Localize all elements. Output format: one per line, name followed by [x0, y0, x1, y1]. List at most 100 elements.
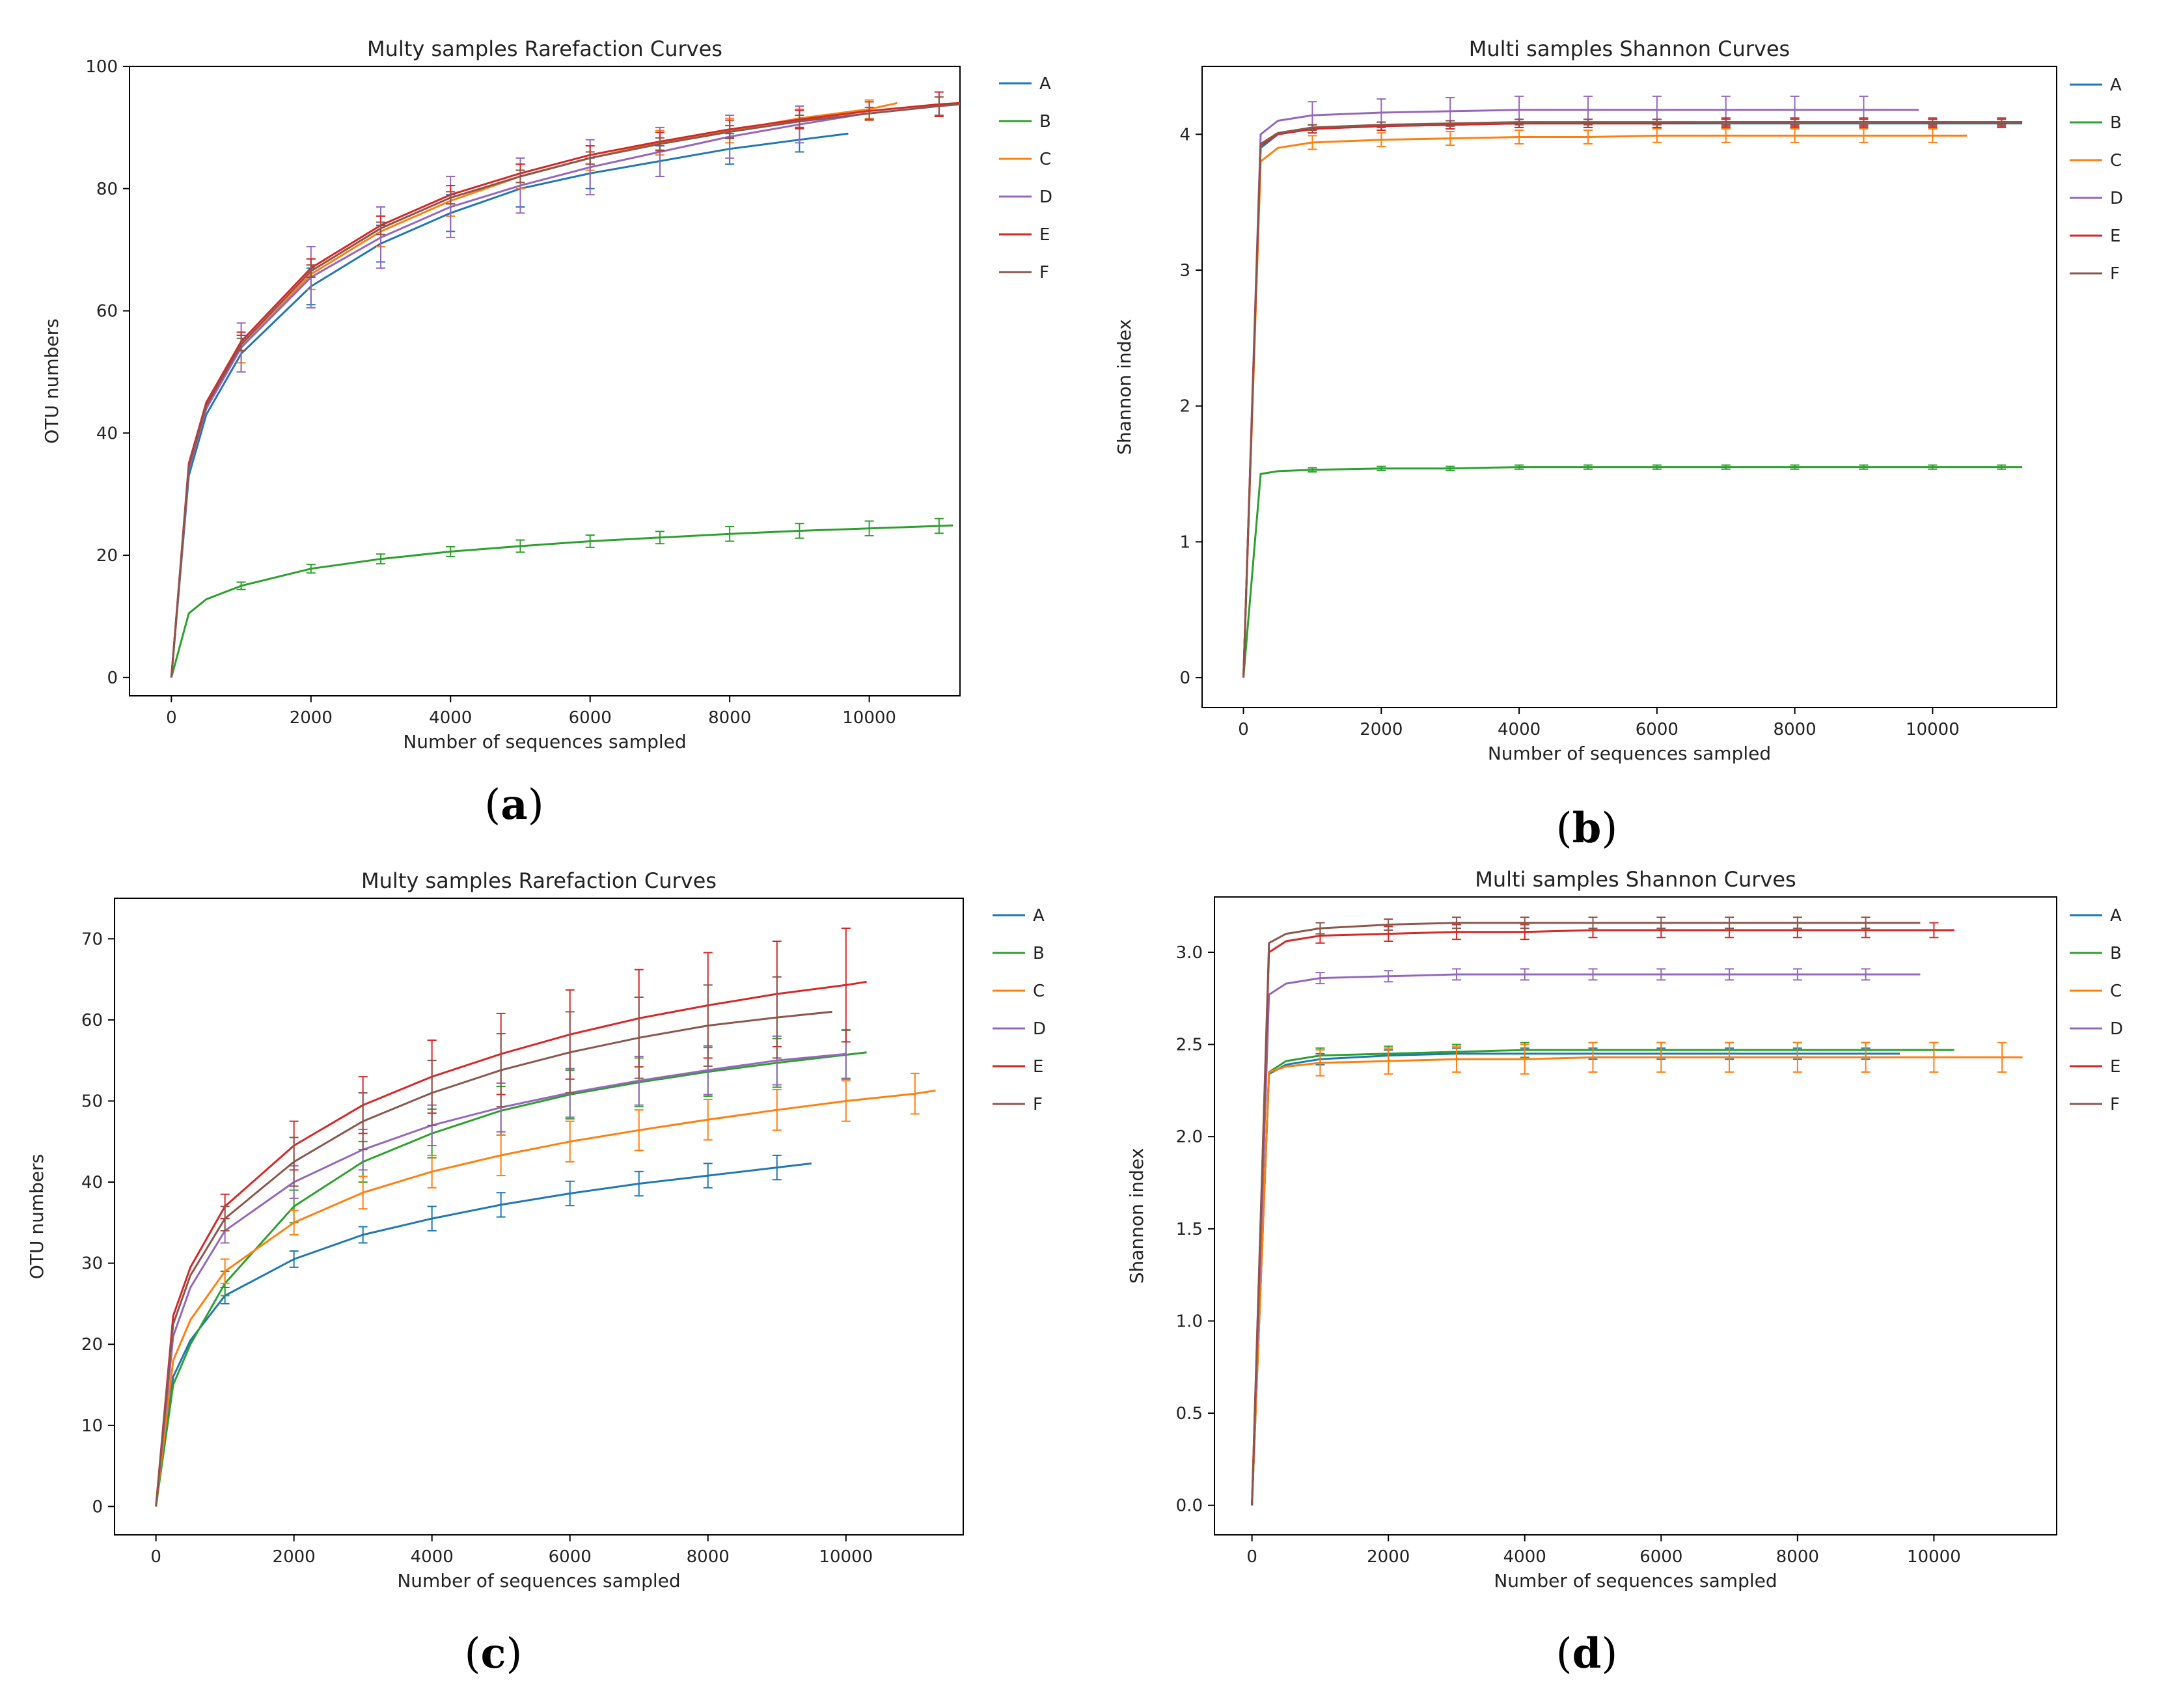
- legend-label-A: A: [1033, 906, 1045, 926]
- x-tick-label: 8000: [687, 1547, 730, 1567]
- series-line-B: [155, 1051, 867, 1507]
- x-tick-label: 8000: [1776, 1547, 1819, 1567]
- panel-label: (d): [1556, 1629, 1618, 1678]
- legend-label-A: A: [2110, 906, 2122, 926]
- legend-label-E: E: [2110, 227, 2120, 246]
- y-tick-label: 30: [81, 1254, 103, 1274]
- legend-label-B: B: [1033, 944, 1045, 963]
- series-line-E: [155, 980, 867, 1507]
- legend-label-D: D: [1039, 187, 1052, 207]
- legend-label-B: B: [2110, 944, 2122, 963]
- y-tick-label: 2.0: [1176, 1127, 1203, 1147]
- series-line-A: [170, 132, 849, 678]
- y-tick-label: 0: [92, 1497, 103, 1517]
- series-line-C: [1242, 134, 1967, 678]
- chart-title: Multi samples Shannon Curves: [1475, 867, 1796, 892]
- x-axis-title: Number of sequences sampled: [1488, 743, 1771, 764]
- legend-label-C: C: [2110, 982, 2122, 1001]
- y-tick-label: 1.0: [1176, 1312, 1203, 1331]
- chart-title: Multi samples Shannon Curves: [1469, 36, 1790, 61]
- legend-label-F: F: [1033, 1095, 1043, 1114]
- legend-label-D: D: [2110, 189, 2123, 208]
- series-line-E: [1242, 121, 2023, 678]
- series-line-C: [170, 102, 898, 678]
- panel-label: (b): [1556, 804, 1618, 853]
- y-tick-label: 1: [1179, 532, 1190, 552]
- series-line-A: [1251, 1053, 1900, 1506]
- x-tick-label: 4000: [1503, 1547, 1546, 1567]
- y-tick-label: 40: [96, 424, 118, 443]
- series-line-F: [155, 1010, 832, 1507]
- y-axis-title: Shannon index: [1126, 1148, 1147, 1284]
- series-line-A: [155, 1162, 812, 1507]
- y-tick-label: 0.5: [1176, 1404, 1203, 1424]
- series-line-B: [1251, 1049, 1954, 1506]
- x-tick-label: 2000: [290, 708, 333, 728]
- y-axis-title: Shannon index: [1114, 319, 1135, 455]
- series-line-F: [1242, 121, 2023, 678]
- series-line-B: [170, 524, 953, 678]
- y-axis-title: OTU numbers: [26, 1154, 48, 1279]
- series-line-D: [170, 114, 856, 678]
- legend-label-C: C: [1039, 150, 1051, 169]
- y-tick-label: 100: [85, 57, 118, 77]
- x-tick-label: 0: [1246, 1547, 1257, 1567]
- x-axis-title: Number of sequences sampled: [1494, 1570, 1777, 1591]
- series-line-A: [1242, 122, 2023, 678]
- series-line-F: [1251, 922, 1921, 1506]
- x-tick-label: 8000: [708, 708, 751, 728]
- y-tick-label: 60: [96, 302, 118, 322]
- axes-frame: [129, 66, 961, 696]
- y-tick-label: 0.0: [1176, 1496, 1203, 1516]
- x-tick-label: 4000: [411, 1547, 454, 1567]
- x-tick-label: 6000: [569, 708, 612, 728]
- x-axis-title: Number of sequences sampled: [403, 731, 686, 752]
- series-line-B: [1242, 466, 2023, 678]
- x-tick-label: 4000: [429, 708, 472, 728]
- x-tick-label: 6000: [1639, 1547, 1682, 1567]
- x-tick-label: 2000: [1367, 1547, 1410, 1567]
- y-axis-title: OTU numbers: [41, 318, 62, 443]
- legend-label-B: B: [2110, 113, 2122, 133]
- y-tick-label: 20: [96, 546, 118, 566]
- y-tick-label: 2.5: [1176, 1036, 1203, 1055]
- x-tick-label: 2000: [1360, 720, 1403, 739]
- legend-label-F: F: [2110, 264, 2120, 284]
- chart-panel-4: Multi samples Shannon Curves 0 2000 4000 600…: [1126, 867, 2123, 1678]
- legend-label-A: A: [2110, 76, 2122, 95]
- legend-label-D: D: [2110, 1019, 2123, 1039]
- x-tick-label: 0: [150, 1547, 161, 1567]
- y-tick-label: 2: [1179, 397, 1190, 417]
- axes-frame: [114, 898, 964, 1536]
- series-line-C: [155, 1089, 936, 1507]
- y-tick-label: 0: [107, 668, 118, 688]
- panel-label: (c): [465, 1629, 523, 1678]
- x-tick-label: 10000: [1906, 720, 1960, 739]
- y-tick-label: 20: [81, 1335, 103, 1355]
- y-tick-label: 0: [1179, 668, 1190, 688]
- y-tick-label: 1.5: [1176, 1220, 1203, 1239]
- series-line-F: [170, 103, 961, 678]
- chart-title: Multy samples Rarefaction Curves: [367, 36, 722, 61]
- y-tick-label: 70: [81, 930, 103, 949]
- legend-label-A: A: [1039, 74, 1051, 94]
- legend-label-E: E: [1033, 1057, 1043, 1077]
- y-tick-label: 3: [1179, 261, 1190, 281]
- panel-label: (a): [484, 780, 543, 829]
- legend-label-F: F: [1039, 263, 1049, 282]
- axes-frame: [1201, 66, 2057, 708]
- x-tick-label: 0: [1238, 720, 1249, 739]
- x-tick-label: 8000: [1774, 720, 1816, 739]
- series-line-E: [170, 102, 961, 678]
- x-tick-label: 4000: [1498, 720, 1541, 739]
- legend-label-E: E: [1039, 225, 1050, 245]
- y-tick-label: 3.0: [1176, 943, 1203, 963]
- x-tick-label: 6000: [1636, 720, 1679, 739]
- series-line-C: [1251, 1056, 2023, 1506]
- legend-label-B: B: [1039, 112, 1051, 131]
- y-tick-label: 50: [81, 1092, 103, 1111]
- chart-title: Multy samples Rarefaction Curves: [361, 868, 717, 893]
- y-tick-label: 80: [96, 180, 118, 199]
- x-axis-title: Number of sequences sampled: [397, 1570, 680, 1591]
